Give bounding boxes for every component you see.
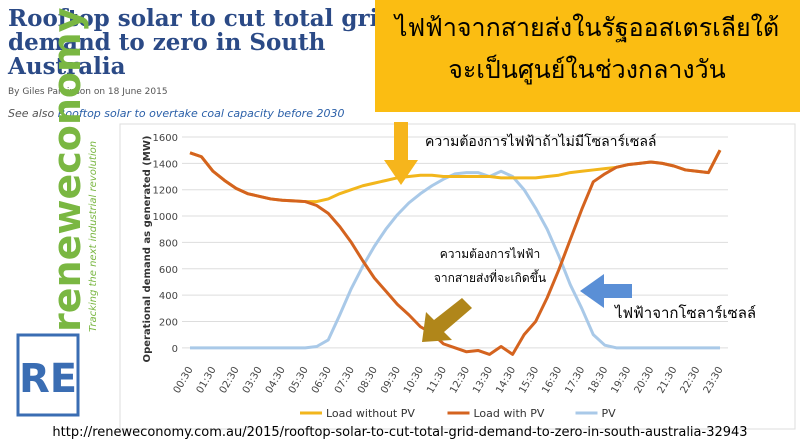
see-also-link[interactable]: Rooftop solar to overtake coal capacity … [58,107,345,120]
y-tick-label: 200 [159,317,178,328]
arrow [422,298,472,342]
y-tick-label: 800 [159,238,178,249]
y-axis-label: Operational demand as generated (MW) [142,136,153,363]
banner-text: ไฟฟ้าจากสายส่งในรัฐออสเตรเลียใต้ [393,13,779,42]
annotations: ความต้องการไฟฟ้าถ้าไม่มีโซลาร์เซลล์ ความ… [384,122,756,342]
arrow [384,122,418,185]
logo-tagline: Tracking the next industrial revolution [88,141,99,332]
y-tick-label: 1600 [153,133,178,144]
annotation: ไฟฟ้าจากโซลาร์เซลล์ [614,304,756,322]
logo-box [16,333,80,417]
y-tick-label: 0 [172,344,178,355]
headline: Australia [7,53,126,80]
annotation: จากสายส่งที่จะเกิดขึ้น [434,269,546,285]
arrow [580,274,632,308]
legend-label: Load with PV [474,407,545,420]
y-tick-label: 400 [159,291,178,302]
logo-mark: RE [19,356,77,402]
y-tick-label: 1400 [153,159,178,170]
banner [375,0,800,112]
y-tick-label: 600 [159,265,178,276]
series-line [190,169,720,350]
annotation: ความต้องการไฟฟ้า [440,247,541,261]
see-also: See also Rooftop solar to overtake coal … [8,107,344,120]
banner-text: จะเป็นศูนย์ในช่วงกลางวัน [448,54,726,85]
url: http://reneweconomy.com.au/2015/rooftop-… [52,425,747,440]
y-tick-label: 1200 [153,186,178,197]
legend-label: PV [602,407,617,420]
logo-name: reneweconomy [45,7,89,332]
see-also-prefix: See also [8,107,55,120]
y-tick-label: 1000 [153,212,178,223]
headline: Rooftop solar to cut total grid [8,5,394,32]
logo: RE reneweconomy Tracking the next indust… [16,7,99,417]
byline: By Giles Parkinson on 18 June 2015 [8,87,168,97]
annotation: ความต้องการไฟฟ้าถ้าไม่มีโซลาร์เซลล์ [425,133,657,150]
headline: demand to zero in South [8,29,326,56]
legend-label: Load without PV [326,407,415,420]
series-line [189,149,722,356]
